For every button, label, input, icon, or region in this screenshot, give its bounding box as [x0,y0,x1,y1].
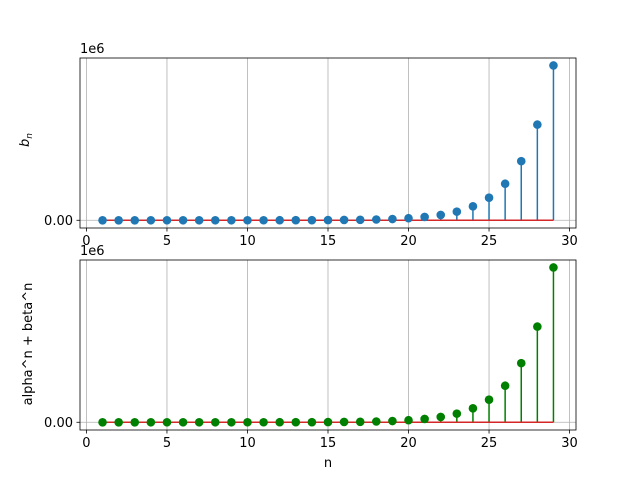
top-stem-marker [372,215,381,224]
top-stem-marker [275,215,284,225]
top-stem-marker [178,215,188,225]
top-stem-marker [114,215,123,225]
top-stems [98,61,558,225]
bottom-stem-marker [436,412,446,422]
bottom-stem-marker [533,322,542,331]
top-stem-marker [210,215,220,225]
bottom-stem-marker [404,415,413,425]
top-stem-marker [388,214,397,224]
top-stem-marker [194,215,204,225]
bottom-stems [98,263,558,427]
bottom-stem-marker [355,417,365,427]
top-x-tick-label: 15 [320,234,337,249]
bottom-stem-marker [210,417,220,427]
top-stem-marker [549,61,558,70]
bottom-stem-marker [372,417,381,426]
top-x-tick-label: 20 [400,234,417,249]
bottom-stem-marker [484,395,494,404]
bottom-x-tick-label: 20 [400,436,417,451]
bottom-stem-marker [468,404,478,413]
top-stem-marker [355,215,365,225]
bottom-stem-marker [516,358,526,368]
bottom-stem-marker [243,417,252,427]
bottom-x-tick-label: 30 [561,436,578,451]
top-stem-marker [323,215,333,225]
top-stem-marker [146,215,156,225]
bottom-y-tick-label: 0.00 [44,416,73,431]
top-stem-marker [259,215,268,225]
top-stem-marker [452,207,462,216]
top-stem-marker [339,215,349,225]
top-stem-marker [500,179,510,189]
top-x-tick-label: 5 [163,234,171,249]
top-y-tick-label: 0.00 [44,214,73,229]
top-stem-marker [404,213,413,223]
top-x-tick-label: 30 [561,234,578,249]
bottom-multiplier-label: 1e6 [80,244,105,259]
bottom-stem-marker [227,417,236,427]
top-stem-marker [516,156,526,166]
bottom-stem-marker [98,417,107,427]
bottom-stem-marker [549,263,558,272]
top-x-tick-label: 0 [82,234,90,249]
bottom-stem-marker [307,417,317,427]
top-stem-marker [468,202,478,211]
bottom-y-axis-label: alpha^n + beta^n [21,283,36,406]
bottom-stem-marker [291,417,301,427]
bottom-stem-marker [178,417,188,427]
bottom-stem-marker [323,417,333,427]
top-stem-marker [436,210,446,220]
top-stem-marker [130,215,140,225]
bottom-x-tick-label: 5 [163,436,171,451]
top-stem-marker [484,193,494,202]
bottom-stem-marker [259,417,268,427]
top-stem-marker [307,215,317,225]
top-x-tick-label: 25 [481,234,498,249]
bottom-stem-marker [162,417,172,427]
top-multiplier-label: 1e6 [80,42,105,57]
top-stem-marker [227,215,236,225]
bottom-stem-marker [130,417,140,427]
top-stem-marker [243,215,252,225]
bottom-stem-marker [339,417,349,427]
bottom-x-tick-label: 25 [481,436,498,451]
top-stem-marker [533,120,542,129]
bottom-stem-marker [194,417,204,427]
bottom-x-tick-label: 15 [320,436,337,451]
bottom-x-axis-label: n [324,456,332,471]
bottom-stem-marker [452,409,462,418]
bottom-stem-marker [388,416,397,426]
bottom-x-tick-label: 10 [239,436,256,451]
bottom-stem-marker [500,381,510,391]
bottom-stem-marker [114,417,123,427]
top-stem-marker [162,215,172,225]
top-stem-marker [98,215,107,225]
bottom-x-tick-label: 0 [82,436,90,451]
bottom-stem-marker [146,417,156,427]
bottom-stem-marker [275,417,284,427]
top-stem-marker [291,215,301,225]
bottom-stem-marker [420,414,429,424]
top-x-tick-label: 10 [239,234,256,249]
top-stem-marker [420,212,429,222]
